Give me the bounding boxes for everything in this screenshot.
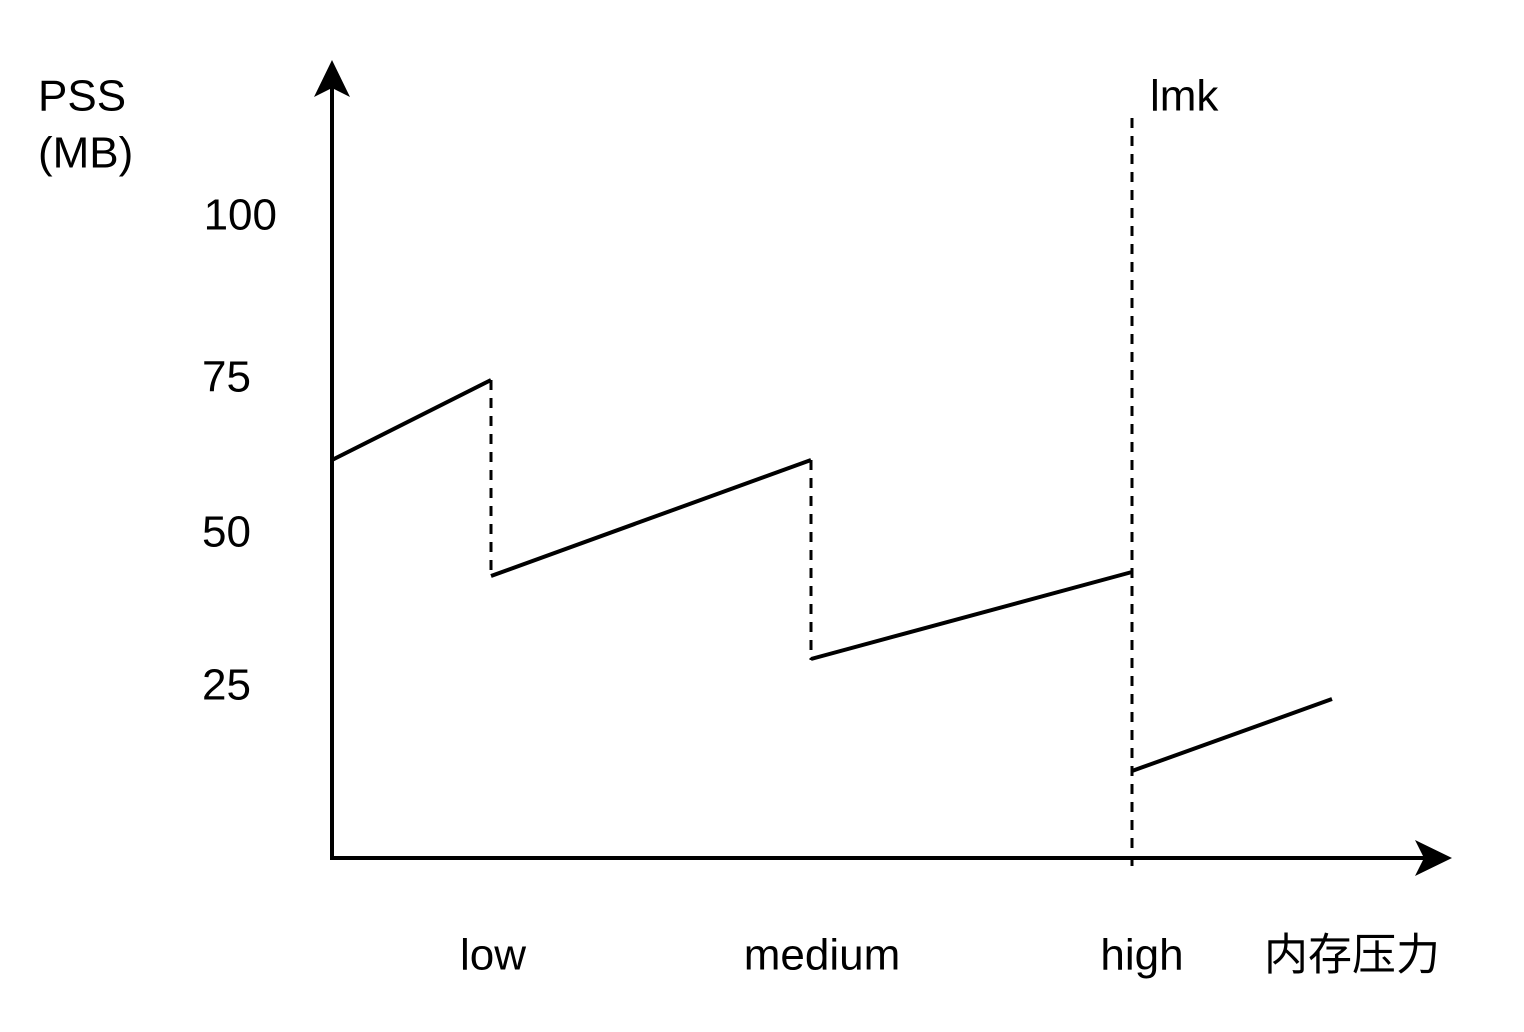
y-tick-label: 100 [204, 191, 277, 240]
x-axis-arrow [1415, 840, 1452, 876]
y-tick-label: 50 [202, 508, 251, 557]
growth-segment [490, 458, 812, 578]
x-category-label: low [460, 931, 526, 980]
x-category-label: medium [744, 931, 901, 980]
y-axis-title: (MB) [38, 129, 133, 178]
growth-segment [1131, 697, 1333, 773]
growth-segment [810, 570, 1133, 661]
y-axis-title: PSS [38, 72, 126, 121]
y-axis-arrow [314, 60, 350, 97]
y-tick-label: 25 [202, 661, 251, 710]
growth-segment [331, 378, 492, 462]
x-axis-title: 内存压力 [1264, 931, 1440, 980]
x-category-label: high [1100, 931, 1183, 980]
lmk-annotation: lmk [1150, 72, 1219, 121]
y-tick-label: 75 [202, 353, 251, 402]
